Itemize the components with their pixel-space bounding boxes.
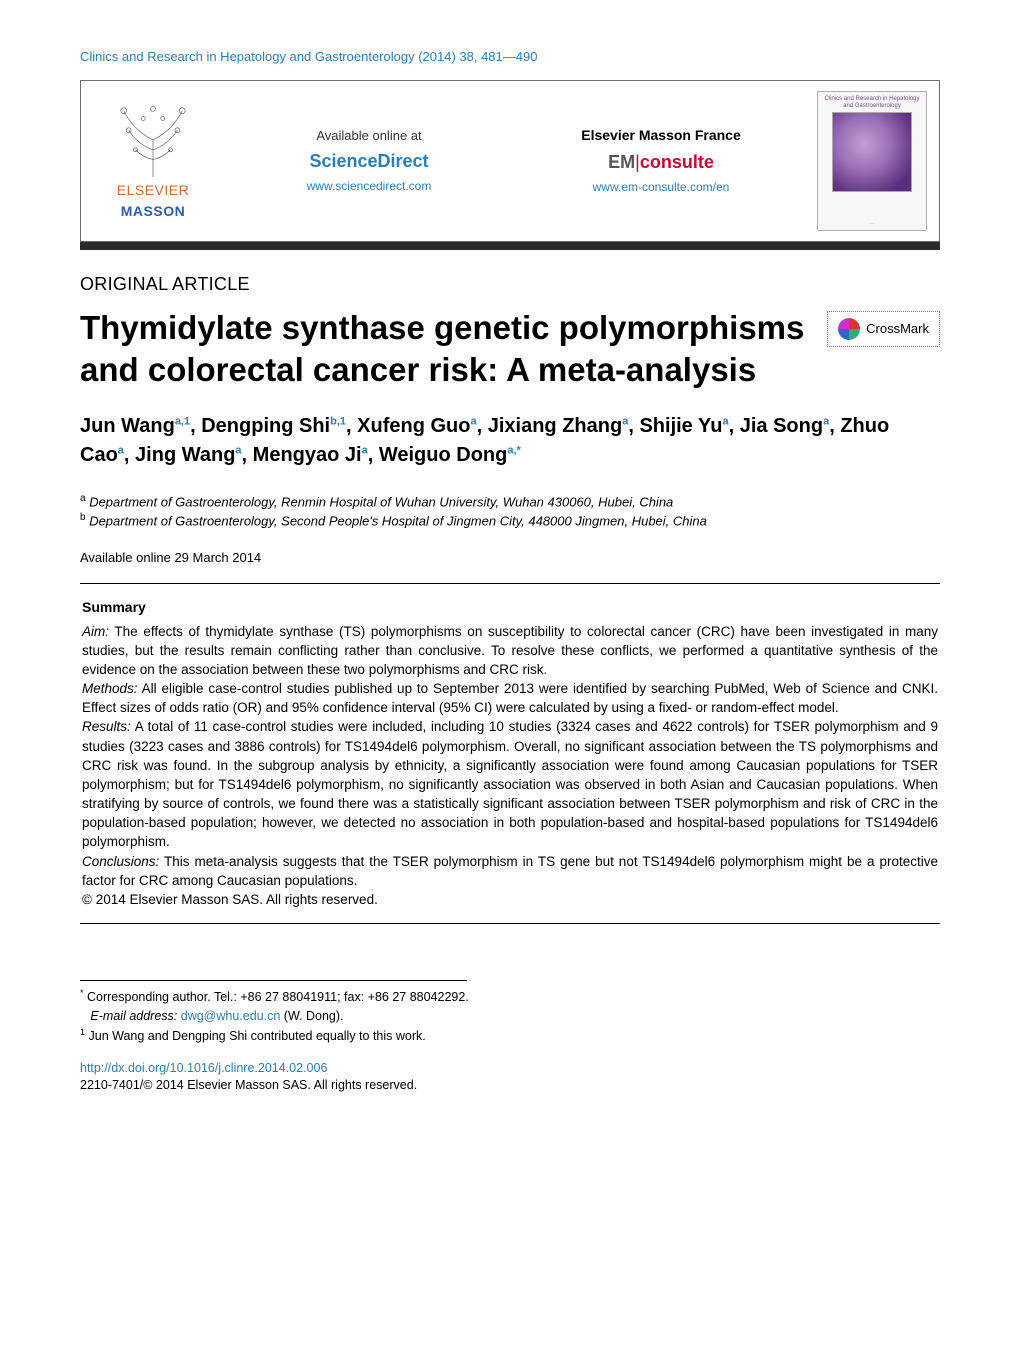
- sciencedirect-url-link[interactable]: www.sciencedirect.com: [307, 178, 432, 195]
- elsevier-tree-icon: [114, 101, 192, 179]
- crossmark-label: CrossMark: [866, 320, 929, 338]
- author: Jun Wanga,1: [80, 415, 190, 437]
- affiliations-block: a Department of Gastroenterology, Renmin…: [80, 492, 940, 531]
- doi-block: http://dx.doi.org/10.1016/j.clinre.2014.…: [80, 1060, 940, 1095]
- journal-cover-title: Clinics and Research in Hepatology and G…: [822, 96, 922, 109]
- author: Dengping Shib,1: [201, 415, 346, 437]
- publisher-header-box: ELSEVIER MASSON Available online at Scie…: [80, 80, 940, 242]
- abstract-heading: Summary: [82, 598, 938, 618]
- elsevier-masson-logo: ELSEVIER MASSON: [93, 101, 213, 222]
- author: Weiguo Donga,*: [379, 444, 521, 466]
- elsevier-text: ELSEVIER: [117, 181, 189, 201]
- journal-cover-thumbnail: Clinics and Research in Hepatology and G…: [817, 91, 927, 231]
- issn-copyright: 2210-7401/© 2014 Elsevier Masson SAS. Al…: [80, 1077, 940, 1095]
- footnotes-divider: [80, 980, 467, 981]
- equal-contribution-note: 1 Jun Wang and Dengping Shi contributed …: [80, 1026, 940, 1046]
- em-consulte-url-link[interactable]: www.em-consulte.com/en: [593, 179, 730, 196]
- title-row: Thymidylate synthase genetic polymorphis…: [80, 307, 940, 390]
- consulte-text: consulte: [640, 152, 714, 172]
- author: Shijie Yua: [639, 415, 728, 437]
- sciencedirect-block: Available online at ScienceDirect www.sc…: [233, 127, 505, 195]
- footnotes-block: * Corresponding author. Tel.: +86 27 880…: [80, 987, 940, 1046]
- author: Jia Songa: [740, 415, 829, 437]
- crossmark-badge[interactable]: CrossMark: [827, 311, 940, 347]
- available-online-text: Available online at: [316, 127, 421, 145]
- elsevier-masson-france-text: Elsevier Masson France: [581, 126, 741, 146]
- em-text: EM: [608, 152, 635, 172]
- em-consulte-block: Elsevier Masson France EM|consulte www.e…: [525, 126, 797, 196]
- page-container: Clinics and Research in Hepatology and G…: [0, 0, 1020, 1135]
- corresponding-author-note: * Corresponding author. Tel.: +86 27 880…: [80, 987, 940, 1007]
- header-underline-bar: [80, 242, 940, 250]
- affiliation-a: a Department of Gastroenterology, Renmin…: [80, 492, 940, 512]
- author-list: Jun Wanga,1, Dengping Shib,1, Xufeng Guo…: [80, 412, 940, 470]
- abstract-box: Summary Aim: The effects of thymidylate …: [80, 583, 940, 924]
- corresponding-email-link[interactable]: dwg@whu.edu.cn: [181, 1009, 281, 1023]
- article-type-label: ORIGINAL ARTICLE: [80, 272, 940, 297]
- email-line: E-mail address: dwg@whu.edu.cn (W. Dong)…: [80, 1007, 940, 1026]
- masson-text: MASSON: [121, 202, 185, 222]
- running-header: Clinics and Research in Hepatology and G…: [80, 48, 940, 66]
- doi-link[interactable]: http://dx.doi.org/10.1016/j.clinre.2014.…: [80, 1061, 327, 1075]
- sciencedirect-brand: ScienceDirect: [309, 149, 428, 174]
- crossmark-icon: [838, 318, 860, 340]
- author: Mengyao Jia: [253, 444, 368, 466]
- publication-date: Available online 29 March 2014: [80, 549, 940, 567]
- author: Xufeng Guoa: [357, 415, 476, 437]
- article-title: Thymidylate synthase genetic polymorphis…: [80, 307, 811, 390]
- em-consulte-brand: EM|consulte: [608, 150, 714, 175]
- author: Jing Wanga: [135, 444, 242, 466]
- journal-cover-image: [832, 112, 912, 192]
- affiliation-b: b Department of Gastroenterology, Second…: [80, 511, 940, 531]
- author: Jixiang Zhanga: [488, 415, 629, 437]
- abstract-body: Aim: The effects of thymidylate synthase…: [82, 622, 938, 909]
- journal-cover-footer: ····: [869, 221, 874, 227]
